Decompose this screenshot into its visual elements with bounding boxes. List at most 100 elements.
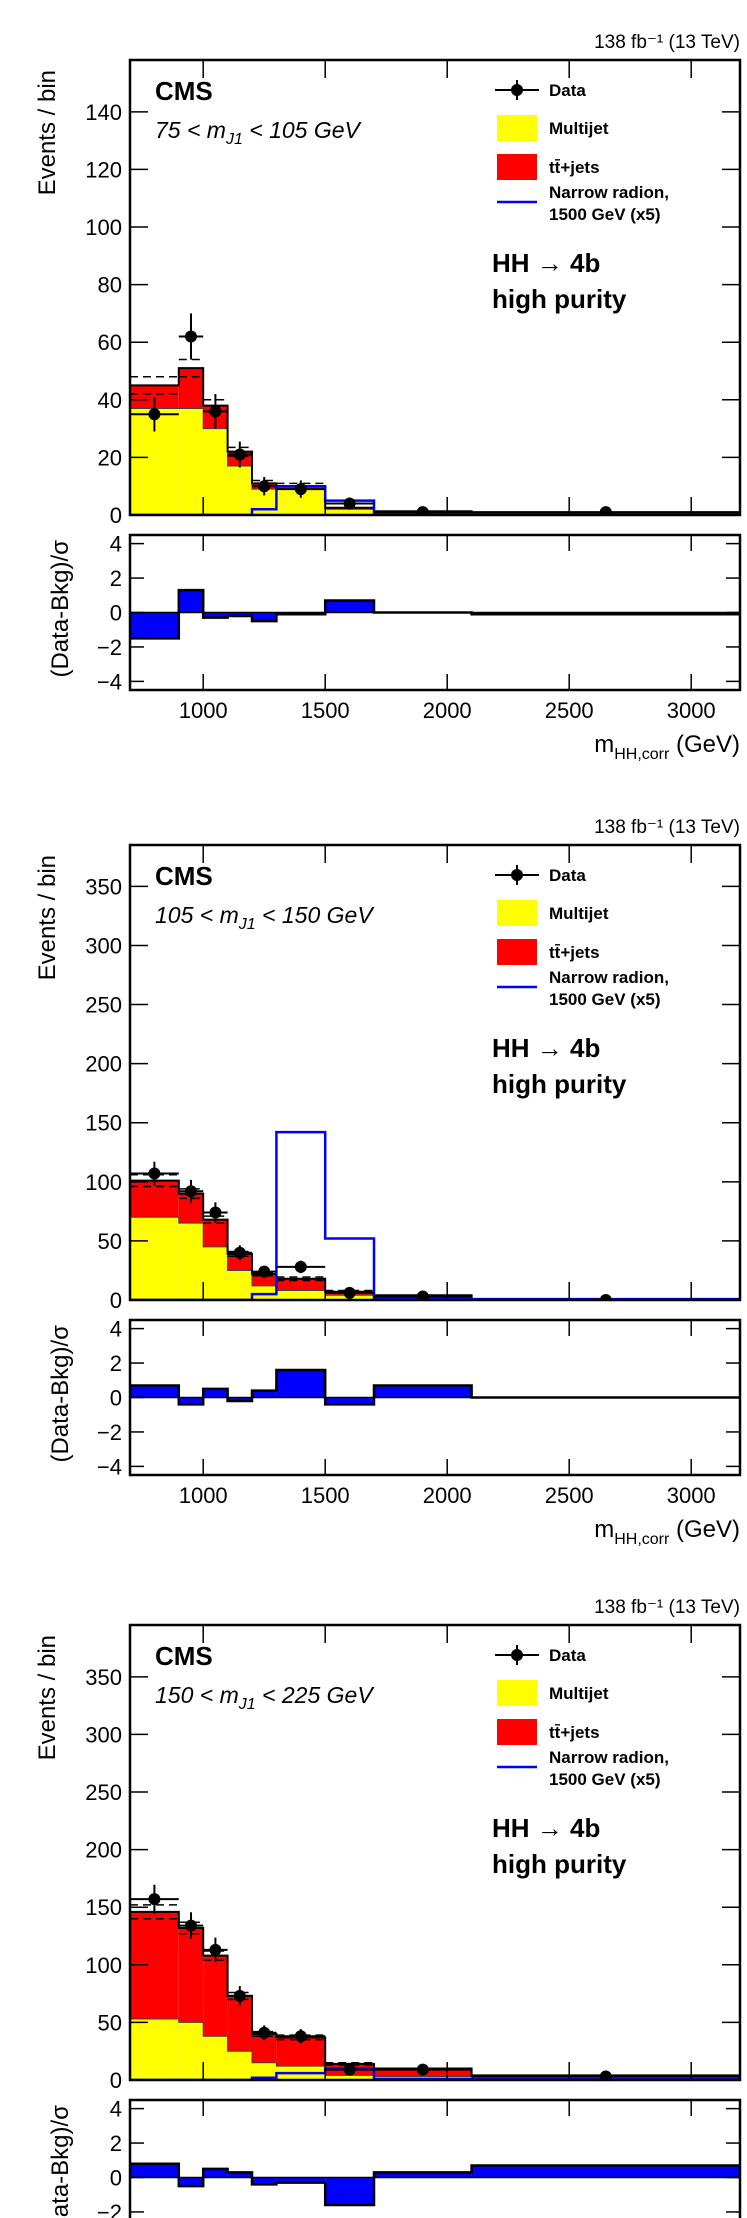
multijet-bar: [178, 1223, 204, 1300]
data-point: [258, 480, 271, 493]
y-tick-label: 0: [110, 1288, 122, 1313]
y-axis-title: Events / bin: [34, 70, 61, 195]
pull-bar: [252, 2177, 277, 2185]
y-tick-label: 100: [85, 215, 122, 240]
data-point: [294, 1260, 307, 1273]
category-label: 150 < mJ1 < 225 GeV: [155, 1682, 375, 1713]
pull-bar: [374, 2172, 472, 2178]
legend-ttbar-label: tt̄+jets: [549, 943, 600, 962]
y-tick-label: 120: [85, 157, 122, 182]
x-tick-label: 1000: [179, 1483, 228, 1508]
legend-signal-label: Narrow radion,: [549, 183, 669, 202]
y-tick-label: 40: [98, 388, 122, 413]
y-tick-label: 20: [98, 445, 122, 470]
x-axis-title-unit: (GeV): [669, 731, 740, 758]
multijet-bar: [276, 1290, 326, 1300]
legend-signal-label: Narrow radion,: [549, 968, 669, 987]
main-plot-area: [130, 313, 740, 515]
ratio-y-tick-label: 0: [110, 601, 122, 626]
ratio-y-tick-label: 4: [110, 1317, 122, 1342]
pull-bar: [471, 2165, 740, 2178]
multijet-bar: [325, 2075, 374, 2080]
legend-signal-label-2: 1500 GeV (x5): [549, 205, 661, 224]
x-tick-label: 2000: [423, 698, 472, 723]
y-axis-title: Events / bin: [34, 1635, 61, 1760]
category-label-subscript: J1: [238, 1696, 256, 1713]
data-point: [233, 1989, 246, 2002]
legend-data-marker: [511, 84, 523, 96]
ratio-y-tick-label: 0: [110, 1386, 122, 1411]
data-point: [294, 2030, 307, 2043]
multijet-bar: [203, 2036, 228, 2080]
pull-bar: [227, 2172, 252, 2178]
multijet-bar: [203, 1246, 228, 1300]
ttbar-bar: [203, 1955, 228, 2037]
y-tick-label: 200: [85, 1052, 122, 1077]
y-tick-label: 300: [85, 933, 122, 958]
main-frame: [128, 1623, 742, 2082]
multijet-outline: [130, 2018, 740, 2080]
pull-bar: [178, 590, 204, 613]
y-tick-label: 250: [85, 1780, 122, 1805]
y-axis-title: Events / bin: [34, 855, 61, 980]
y-tick-label: 350: [85, 1665, 122, 1690]
pull-bar: [325, 2177, 374, 2206]
data-point: [209, 1943, 222, 1956]
data-point: [258, 2026, 271, 2039]
legend-data-label: Data: [549, 81, 586, 100]
y-tick-label: 60: [98, 330, 122, 355]
process-label-line2: high purity: [492, 1849, 627, 1879]
category-label-suffix: < 105 GeV: [243, 117, 363, 143]
y-tick-label: 350: [85, 874, 122, 899]
pull-bar: [325, 1397, 374, 1405]
data-point: [148, 408, 161, 421]
x-axis-title-sub: HH,corr: [614, 746, 670, 763]
ratio-y-tick-label: −4: [97, 1454, 122, 1479]
ratio-y-tick-label: −2: [97, 635, 122, 660]
ratio-plot-area: [130, 588, 740, 640]
x-tick-label: 1500: [301, 698, 350, 723]
pull-bar: [252, 612, 277, 622]
pull-bar: [203, 1388, 228, 1398]
y-tick-label: 50: [98, 1229, 122, 1254]
ratio-y-tick-label: 0: [110, 2166, 122, 2191]
category-label-prefix: 105 < m: [155, 902, 239, 928]
category-label-prefix: 75 < m: [155, 117, 226, 143]
data-point: [599, 2070, 612, 2080]
pull-bar: [178, 2177, 204, 2187]
ttbar-bar: [276, 1278, 326, 1291]
ttbar-bar: [227, 1253, 252, 1271]
legend-signal-label-2: 1500 GeV (x5): [549, 990, 661, 1009]
ratio-y-axis-title: (Data-Bkg)/σ: [47, 2105, 74, 2218]
legend-data-label: Data: [549, 866, 586, 885]
ratio-y-tick-label: 2: [110, 566, 122, 591]
multijet-bar: [325, 509, 374, 515]
ratio-y-tick-label: −2: [97, 1420, 122, 1445]
pull-outline: [130, 2162, 740, 2207]
multijet-bar: [130, 1217, 179, 1300]
ttbar-bar: [178, 1927, 204, 2023]
y-tick-label: 50: [98, 2010, 122, 2035]
data-point: [416, 1290, 429, 1300]
main-frame: [128, 58, 742, 517]
y-tick-label: 150: [85, 1895, 122, 1920]
legend-ttbar-label: tt̄+jets: [549, 1723, 600, 1742]
pull-bar: [325, 600, 374, 613]
pull-bar: [178, 1397, 204, 1405]
data-point: [343, 497, 356, 510]
x-tick-label: 2500: [545, 1483, 594, 1508]
multijet-bar: [178, 2022, 204, 2080]
data-point: [258, 1265, 271, 1278]
pull-bar: [203, 612, 228, 618]
y-tick-label: 80: [98, 273, 122, 298]
process-label-line1: HH → 4b: [492, 248, 600, 278]
x-axis-title-m: m: [594, 1516, 614, 1543]
legend-multijet-label: Multijet: [549, 119, 609, 138]
ratio-y-tick-label: 2: [110, 1351, 122, 1376]
pull-bar: [203, 2168, 228, 2178]
y-tick-label: 300: [85, 1722, 122, 1747]
pull-bar: [130, 2163, 179, 2178]
ttbar-bar: [252, 1274, 277, 1286]
